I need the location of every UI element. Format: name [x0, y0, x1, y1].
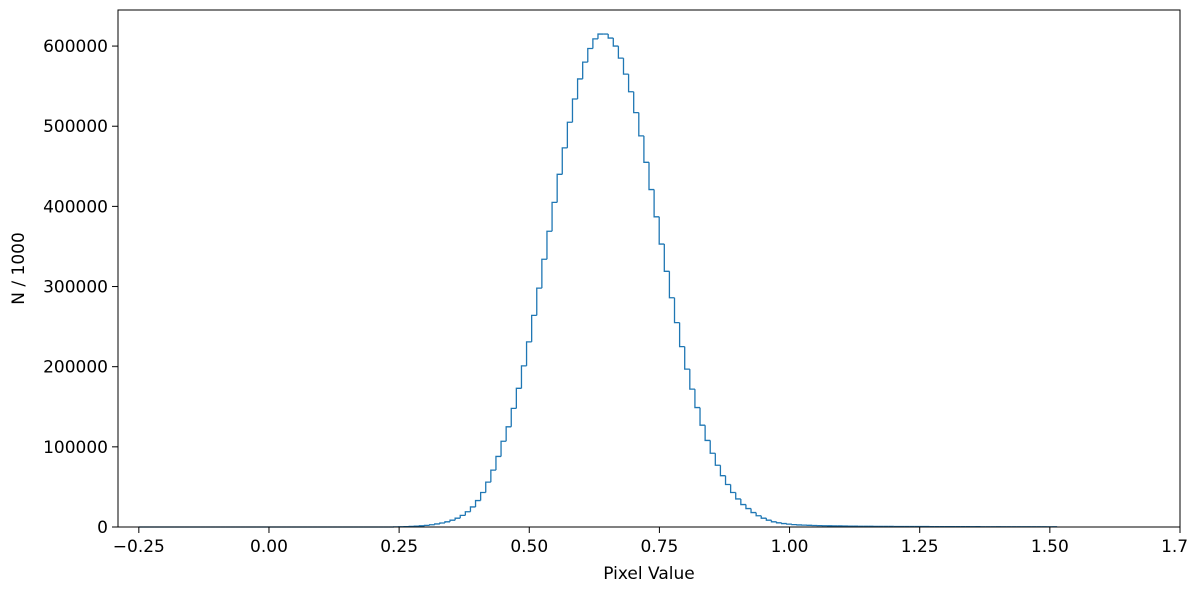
histogram-bin: [582, 61, 588, 79]
histogram-bin: [694, 389, 701, 409]
histogram-bin: [750, 508, 757, 514]
histogram-bin: [490, 469, 496, 483]
y-tick-label: 300000: [43, 278, 108, 298]
histogram-bin: [485, 481, 491, 493]
histogram-bin: [571, 98, 578, 123]
histogram-bin: [638, 112, 644, 137]
histogram-bin: [668, 271, 675, 299]
x-tick-label: 0.75: [640, 537, 678, 557]
histogram-bin: [617, 46, 624, 59]
histogram-bin: [622, 58, 629, 75]
histogram-bin: [612, 38, 619, 47]
histogram-bin: [505, 426, 512, 442]
histogram-bin: [525, 341, 532, 366]
histogram-bin: [551, 201, 558, 232]
x-tick-label: 1.25: [901, 537, 939, 557]
histogram-bin: [531, 314, 537, 342]
axis-layer: −0.25 0.00 0.25 0.50 0.75 1.00 1.25 1.50 1.75 0 10…: [43, 9, 1189, 557]
y-tick-label: 400000: [43, 197, 108, 217]
histogram-bin: [479, 491, 486, 501]
x-tick-label: 0.50: [510, 537, 548, 557]
histogram-bin: [587, 47, 593, 63]
histogram-bin: [592, 38, 598, 49]
x-tick-label: 0.00: [250, 537, 288, 557]
histogram-bin: [755, 512, 762, 517]
histogram-bin: [515, 387, 522, 409]
histogram-bin: [724, 475, 731, 486]
histogram-bin: [699, 407, 706, 426]
histogram-bin: [428, 524, 435, 526]
histogram-bin: [684, 346, 690, 370]
histogram-bin: [658, 216, 665, 245]
histogram-bin: [709, 440, 716, 454]
histogram-bin: [760, 515, 767, 519]
histogram-bin: [536, 287, 542, 316]
histogram-bin: [643, 135, 649, 163]
histogram-bin: [541, 258, 547, 289]
histogram-bin: [520, 365, 527, 389]
histogram-bin: [745, 504, 752, 510]
histogram-bin: [781, 522, 787, 525]
histogram-bin: [735, 492, 741, 500]
x-tick-label: 1.75: [1161, 537, 1189, 557]
histogram-bin: [663, 244, 670, 272]
histogram-bin: [719, 465, 726, 477]
histogram-bin: [444, 521, 451, 523]
histogram-bin: [765, 518, 772, 521]
histogram-bin: [775, 521, 782, 524]
histogram-bin: [464, 511, 471, 516]
histogram-bin: [786, 523, 792, 525]
histogram-bin: [740, 498, 746, 506]
y-tick-label: 200000: [43, 358, 108, 378]
histogram-bin: [495, 455, 502, 471]
histogram-bin: [454, 517, 461, 521]
histogram-bin: [510, 407, 517, 427]
histogram-bin: [597, 33, 604, 39]
histogram-bin: [673, 297, 680, 324]
x-tick-label: 0.25: [380, 537, 418, 557]
histogram-bin: [566, 121, 573, 148]
histogram-bin: [607, 34, 614, 39]
histogram-bin: [474, 499, 481, 507]
histogram-bin: [500, 440, 507, 457]
y-tick-label: 100000: [43, 438, 108, 458]
histogram-bin: [689, 369, 695, 390]
histogram-bin: [648, 162, 655, 191]
histogram-bin: [449, 519, 456, 522]
histogram-bin: [469, 506, 476, 512]
plot-frame: [117, 9, 1181, 528]
histogram-bin: [770, 520, 777, 523]
histogram-bin: [546, 230, 553, 260]
x-tick-label: 1.50: [1031, 537, 1069, 557]
histogram-bin: [704, 425, 711, 442]
y-tick-label: 0: [97, 518, 108, 538]
histogram-bin: [439, 522, 445, 524]
x-axis-label: Pixel Value: [603, 564, 694, 584]
histogram-bin: [459, 514, 466, 519]
histogram-bin: [627, 74, 634, 93]
histogram-bin: [556, 173, 563, 203]
histogram-bin: [729, 484, 736, 494]
x-tick-label: −0.25: [113, 537, 165, 557]
histogram-bin: [434, 523, 440, 525]
histogram-bin: [576, 78, 583, 99]
y-tick-label: 500000: [43, 117, 108, 137]
histogram-bin: [633, 91, 639, 114]
x-tick-label: 1.00: [771, 537, 809, 557]
histogram-bin: [561, 147, 568, 175]
histogram-bin: [653, 189, 660, 218]
y-tick-label: 600000: [43, 37, 108, 57]
histogram-bin: [714, 453, 721, 466]
y-axis-label: N / 1000: [9, 232, 29, 305]
histogram-bin: [678, 322, 685, 348]
